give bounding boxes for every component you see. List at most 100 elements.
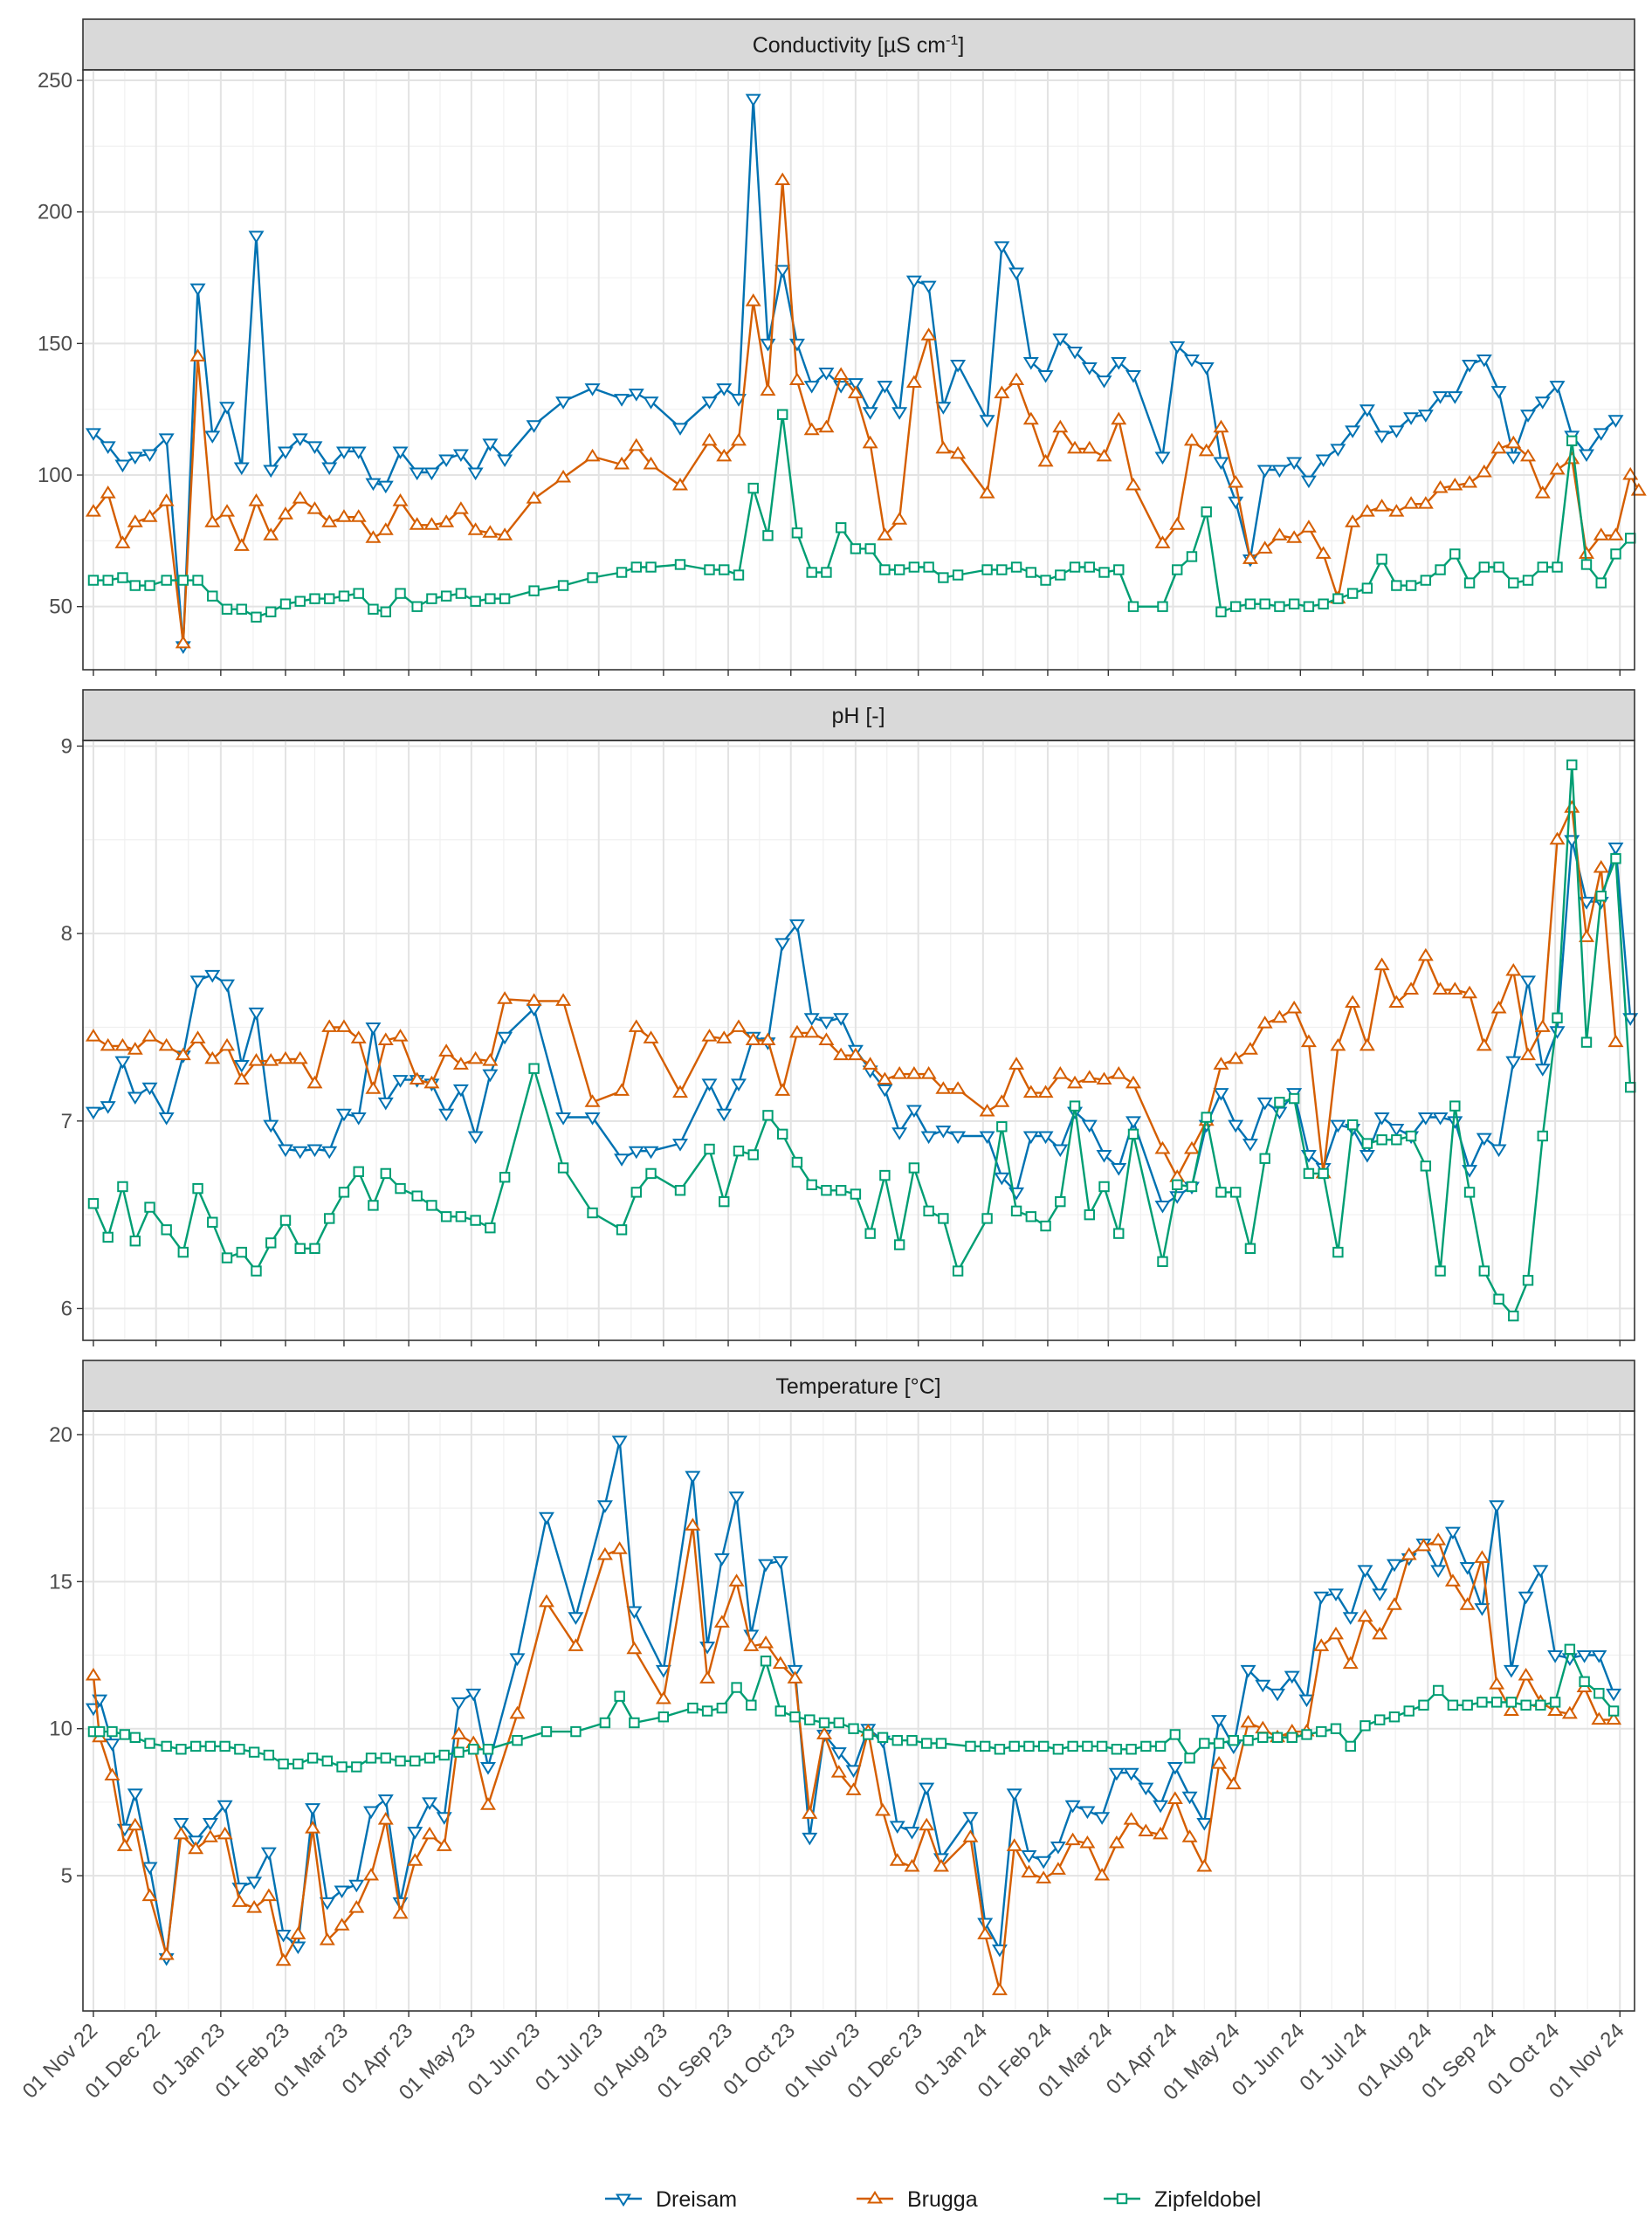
data-point-dreisam <box>1021 1850 1037 1863</box>
data-point-zipfeldobel <box>161 575 172 586</box>
data-point-zipfeldobel <box>309 1243 320 1255</box>
data-point-brugga <box>1286 530 1303 543</box>
data-point-dreisam <box>127 451 143 465</box>
data-point-dreisam <box>1242 1139 1258 1152</box>
data-point-zipfeldobel <box>1420 1160 1432 1172</box>
data-point-zipfeldobel <box>599 1717 611 1729</box>
data-point-dreisam <box>891 1127 908 1140</box>
data-point-dreisam <box>219 402 236 415</box>
data-point-zipfeldobel <box>1288 1092 1300 1105</box>
data-point-brugga <box>979 485 995 499</box>
data-point-dreisam <box>1432 391 1449 404</box>
data-point-brugga <box>1111 1066 1127 1079</box>
data-point-dreisam <box>1050 1841 1066 1855</box>
data-point-zipfeldobel <box>614 1690 625 1702</box>
data-point-brugga <box>950 445 967 459</box>
data-point-zipfeldobel <box>1037 1740 1050 1752</box>
data-point-brugga <box>1256 1016 1273 1029</box>
data-point-brugga <box>1096 1071 1112 1085</box>
data-point-brugga <box>277 1050 293 1064</box>
data-point-dreisam <box>685 1470 701 1484</box>
data-point-dreisam <box>730 1078 747 1091</box>
y-tick-label: 9 <box>61 734 72 758</box>
data-point-brugga <box>306 501 323 514</box>
data-point-zipfeldobel <box>833 1717 844 1729</box>
data-point-brugga <box>672 1085 689 1098</box>
data-point-brugga <box>904 1858 920 1872</box>
data-point-zipfeldobel <box>1476 1697 1488 1708</box>
data-point-dreisam <box>465 1688 482 1702</box>
data-point-zipfeldobel <box>994 1744 1006 1755</box>
y-tick-label: 200 <box>38 201 72 224</box>
data-point-dreisam <box>1286 457 1303 471</box>
data-point-zipfeldobel <box>353 588 364 599</box>
data-point-brugga <box>1154 535 1171 548</box>
data-point-dreisam <box>1284 1670 1300 1684</box>
data-point-dreisam <box>158 433 175 446</box>
data-point-brugga <box>1534 485 1551 499</box>
data-point-dreisam <box>365 478 382 492</box>
data-point-brugga <box>1490 440 1507 454</box>
data-point-brugga <box>1417 496 1434 509</box>
data-point-zipfeldobel <box>952 1265 964 1277</box>
data-point-brugga <box>875 1802 891 1816</box>
data-point-zipfeldobel <box>380 606 391 617</box>
data-point-dreisam <box>803 381 820 394</box>
data-point-zipfeldobel <box>657 1711 670 1723</box>
data-point-zipfeldobel <box>1478 1265 1490 1277</box>
panel-conductivity: Conductivity [µS cm-1] 50 100 150 200 250 <box>38 18 1647 676</box>
data-point-brugga <box>1037 453 1054 467</box>
data-point-brugga <box>1125 1075 1141 1089</box>
data-point-zipfeldobel <box>144 580 155 591</box>
data-point-brugga <box>407 1853 423 1866</box>
data-point-brugga <box>1225 1776 1242 1790</box>
data-point-brugga <box>509 1705 526 1719</box>
data-point-zipfeldobel <box>87 1198 100 1209</box>
data-point-zipfeldobel <box>777 1128 788 1140</box>
data-point-dreisam <box>584 1112 601 1126</box>
data-point-dreisam <box>438 1108 455 1122</box>
data-point-zipfeldobel <box>965 1740 976 1752</box>
data-point-zipfeldobel <box>1055 569 1066 581</box>
data-point-brugga <box>1228 474 1244 488</box>
data-point-zipfeldobel <box>1520 1699 1532 1711</box>
data-point-dreisam <box>1359 1149 1375 1163</box>
data-point-dreisam <box>1022 356 1039 370</box>
data-point-zipfeldobel <box>908 561 920 573</box>
data-point-dreisam <box>833 1013 850 1026</box>
data-point-dreisam <box>114 1056 131 1070</box>
data-point-brugga <box>292 1050 308 1064</box>
data-point-dreisam <box>1388 1123 1405 1137</box>
data-point-zipfeldobel <box>746 1699 757 1711</box>
data-point-brugga <box>127 1817 143 1831</box>
data-point-dreisam <box>321 462 338 476</box>
data-point-brugga <box>377 522 394 535</box>
data-point-zipfeldobel <box>1388 1711 1401 1723</box>
data-point-zipfeldobel <box>1082 1740 1093 1752</box>
data-point-zipfeldobel <box>1215 1187 1227 1198</box>
data-point-brugga <box>189 1030 206 1043</box>
data-point-brugga <box>1476 1037 1492 1051</box>
data-point-dreisam <box>377 1097 394 1111</box>
data-point-zipfeldobel <box>129 1236 141 1247</box>
data-point-zipfeldobel <box>762 530 774 541</box>
data-point-dreisam <box>305 1803 321 1816</box>
data-point-zipfeldobel <box>806 567 817 578</box>
data-point-zipfeldobel <box>1025 567 1037 578</box>
data-point-dreisam <box>189 975 206 988</box>
data-point-brugga <box>818 419 835 433</box>
data-point-zipfeldobel <box>294 1243 306 1255</box>
data-point-zipfeldobel <box>1025 1211 1037 1222</box>
data-point-zipfeldobel <box>938 572 949 583</box>
data-point-brugga <box>233 538 250 551</box>
data-point-dreisam <box>745 93 761 107</box>
data-point-brugga <box>1430 1532 1447 1546</box>
data-point-brugga <box>377 1811 394 1825</box>
data-point-brugga <box>1181 1829 1198 1842</box>
data-point-brugga <box>1081 440 1098 454</box>
data-point-dreisam <box>100 1101 116 1114</box>
data-point-brugga <box>1228 1050 1244 1064</box>
data-point-brugga <box>1213 419 1229 433</box>
data-point-brugga <box>1415 1538 1432 1552</box>
data-point-brugga <box>891 1066 908 1079</box>
